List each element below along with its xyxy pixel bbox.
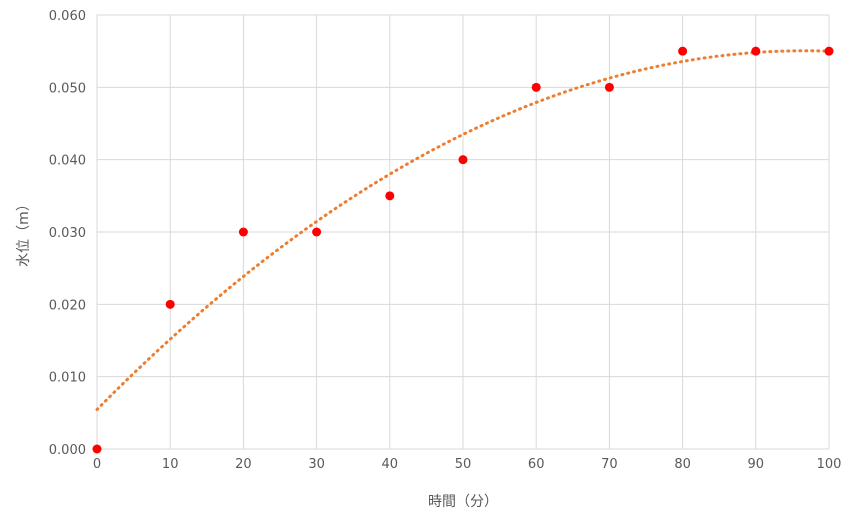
x-tick-labels: 0 10 20 30 40 50 60 70 80 90 100 (93, 457, 842, 472)
data-point (312, 227, 322, 237)
y-tick-label: 0.060 (49, 9, 86, 24)
y-tick-label: 0.050 (49, 81, 86, 96)
y-tick-label: 0.010 (49, 371, 86, 386)
y-tick-label: 0.040 (49, 154, 86, 169)
data-point (604, 82, 614, 92)
data-point (92, 444, 102, 454)
x-tick-label: 60 (528, 457, 545, 472)
data-point (165, 299, 175, 309)
data-point (531, 82, 541, 92)
y-axis-title: 水位（m） (16, 197, 32, 267)
x-tick-label: 30 (308, 457, 325, 472)
data-point (678, 46, 688, 56)
x-tick-label: 20 (235, 457, 252, 472)
data-point (824, 46, 834, 56)
y-tick-label: 0.020 (49, 298, 86, 313)
x-tick-label: 90 (748, 457, 765, 472)
data-point (458, 155, 468, 165)
x-tick-label: 70 (601, 457, 618, 472)
x-tick-label: 40 (382, 457, 399, 472)
x-tick-label: 80 (674, 457, 691, 472)
x-tick-label: 50 (455, 457, 472, 472)
y-tick-labels: 0.000 0.010 0.020 0.030 0.040 0.050 0.060 (49, 9, 86, 458)
data-points (92, 46, 834, 454)
y-tick-label: 0.030 (49, 226, 86, 241)
x-tick-label: 0 (93, 457, 101, 472)
data-point (238, 227, 248, 237)
y-tick-label: 0.000 (49, 443, 86, 458)
x-axis-title: 時間（分） (428, 494, 498, 510)
gridlines (96, 14, 830, 450)
x-tick-label: 100 (817, 457, 842, 472)
data-point (751, 46, 761, 56)
x-tick-label: 10 (162, 457, 179, 472)
data-point (385, 191, 395, 201)
